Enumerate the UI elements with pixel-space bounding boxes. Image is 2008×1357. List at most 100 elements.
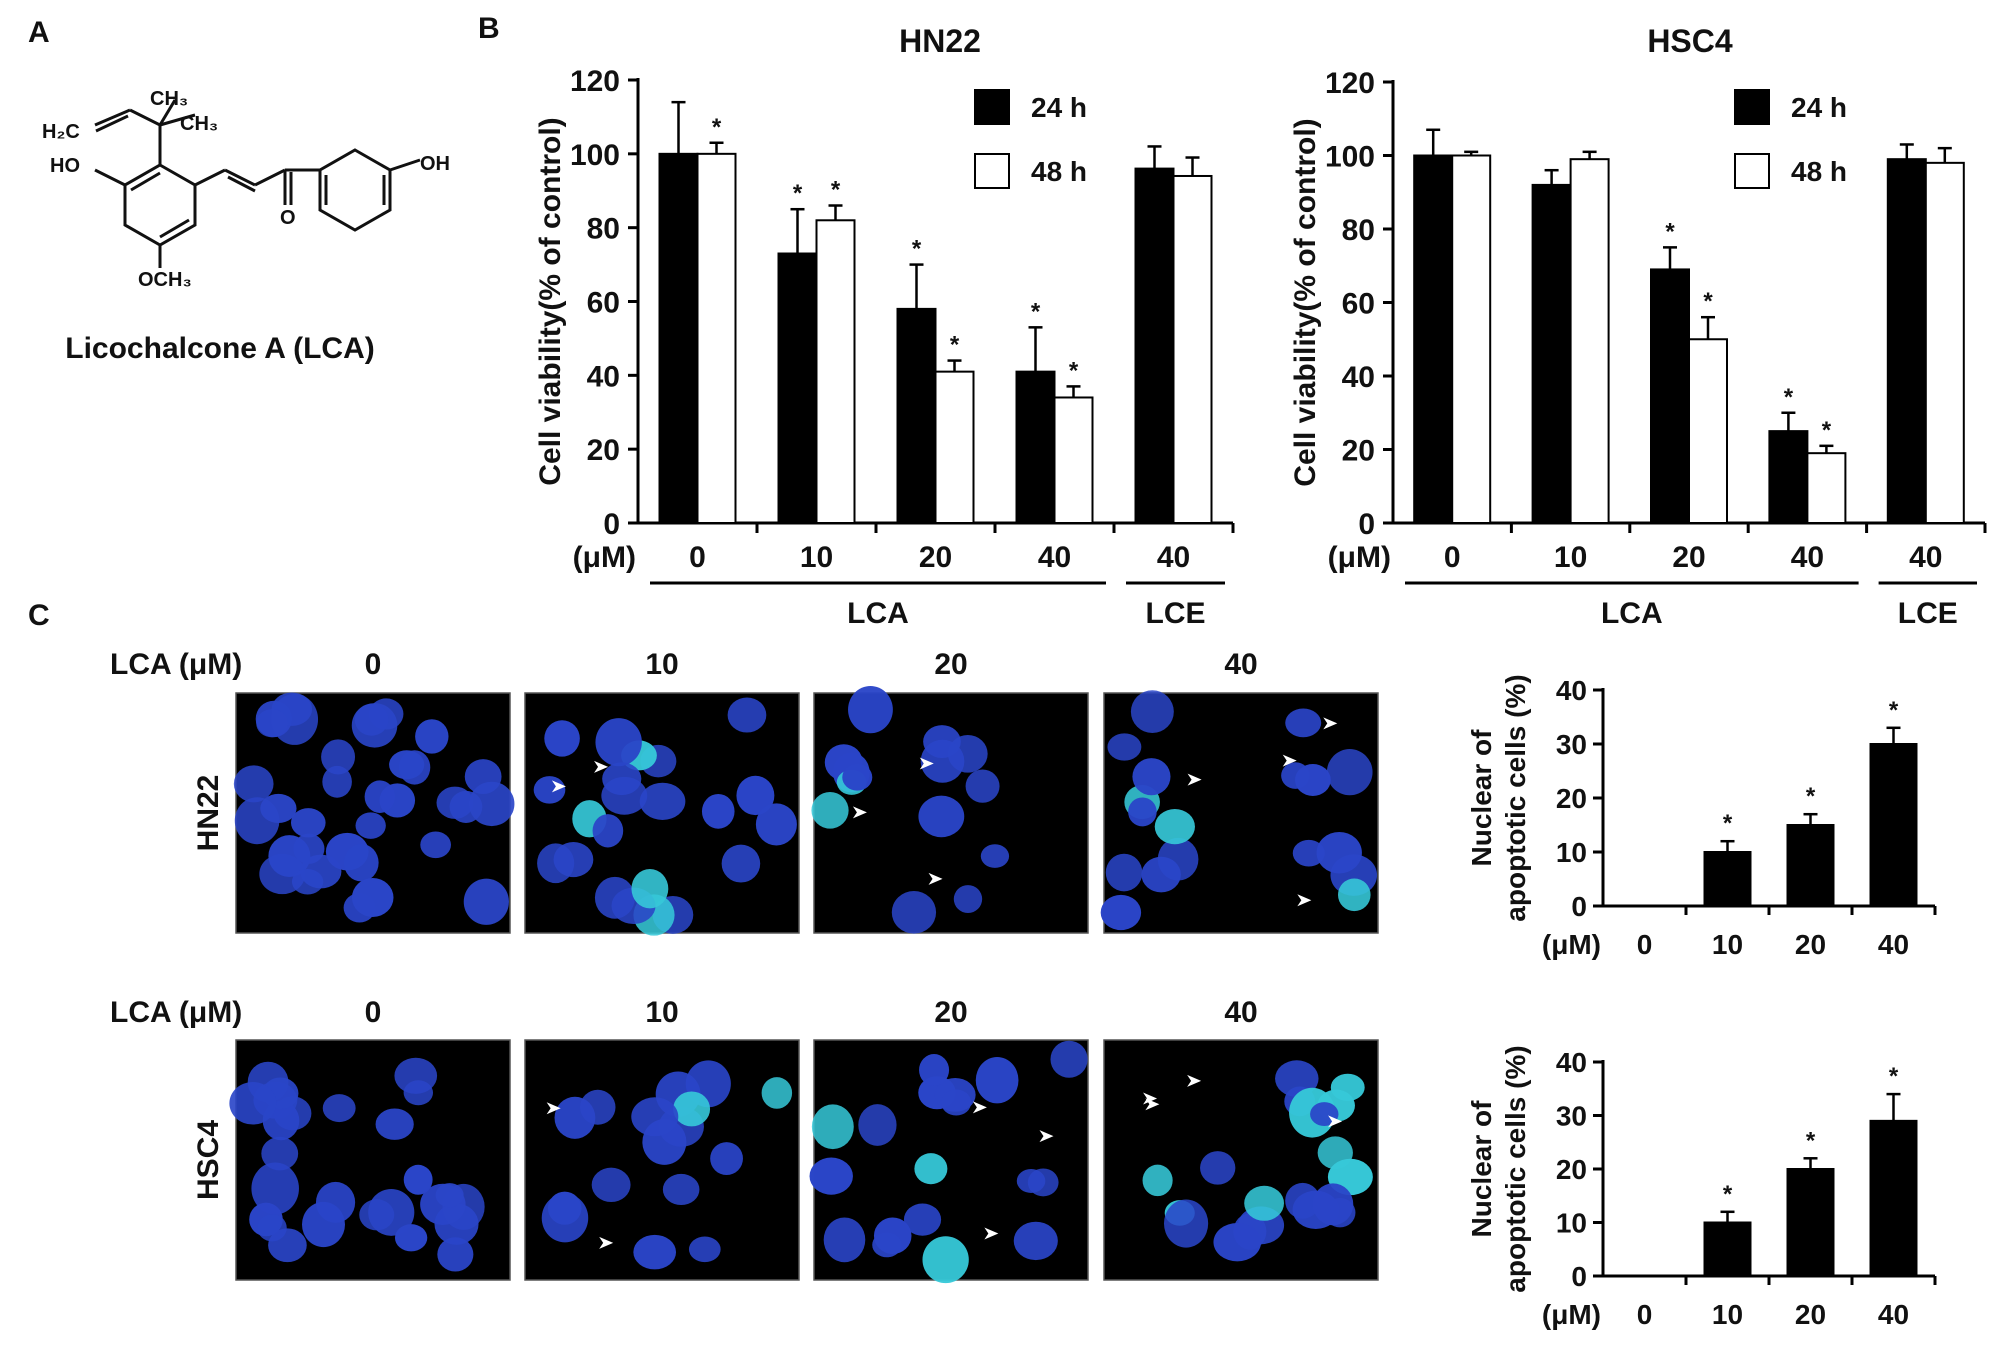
legend-label: 48 h (1791, 156, 1847, 187)
arrow-icon (546, 1102, 561, 1115)
y-tick-label: 0 (1358, 508, 1375, 541)
arrow-icon (1187, 773, 1202, 786)
cell-nucleus (1213, 1222, 1262, 1262)
panel-label-c: C (28, 599, 50, 632)
cell-nucleus (858, 1104, 897, 1146)
significance-mark: * (1889, 697, 1899, 724)
cell-nucleus (592, 814, 624, 848)
significance-mark: * (712, 114, 722, 141)
micrograph-panel: LCA (μM) HN22 0 10 20 40 LCA (μM) HSC4 0 10 20 40 (110, 648, 1379, 1284)
cell-nucleus (260, 793, 297, 823)
bar-24h (896, 307, 937, 524)
cell-nucleus (359, 1199, 395, 1231)
cell-nucleus (463, 878, 509, 925)
significance-mark: * (950, 332, 960, 359)
group-label: LCE (1898, 597, 1958, 630)
significance-mark: * (1784, 384, 1794, 411)
y-tick-label: 20 (1556, 1154, 1587, 1185)
cell-nucleus (351, 878, 394, 918)
micrograph-HSC4-10 (524, 1039, 800, 1281)
bar-48h (1569, 158, 1610, 525)
bar (1869, 743, 1918, 907)
panel-label-a: A (28, 16, 50, 49)
bar-24h (777, 252, 818, 524)
bar-24h (1650, 268, 1690, 524)
y-axis-label: Cell viability(% of control) (534, 117, 567, 485)
y-tick-label: 0 (603, 508, 620, 541)
legend-swatch (974, 89, 1010, 125)
cell-nucleus (1285, 708, 1322, 738)
cell-nucleus (1163, 1199, 1209, 1248)
cell-nucleus (268, 835, 311, 878)
x-tick-label: 10 (1712, 1299, 1743, 1330)
cell-line-label: HSC4 (192, 1120, 225, 1200)
ring-b (318, 148, 392, 232)
significance-mark: * (793, 180, 803, 207)
y-tick-label: 60 (1342, 288, 1375, 321)
cell-nucleus (364, 780, 396, 813)
apoptotic-nucleus (1244, 1185, 1284, 1221)
bar-24h (1015, 370, 1056, 524)
ring-a (123, 163, 197, 247)
cell-nucleus (953, 885, 983, 914)
cell-nucleus (1326, 749, 1373, 796)
cell-nucleus (436, 786, 474, 819)
bar-24h (1134, 167, 1175, 524)
bar (1703, 851, 1752, 907)
significance-mark: * (1806, 783, 1816, 810)
cell-nucleus (291, 869, 324, 895)
concentration-label: 10 (645, 996, 678, 1029)
legend-swatch (1734, 153, 1770, 189)
cell-nucleus (721, 844, 761, 883)
cell-nucleus (842, 763, 873, 791)
significance-mark: * (1723, 1181, 1733, 1208)
bar-48h (1451, 154, 1492, 524)
arrow-icon (551, 780, 566, 793)
significance-mark: * (1665, 218, 1675, 245)
atom-ch3-right: CH₃ (180, 113, 218, 135)
y-tick-label: 80 (1342, 214, 1375, 247)
cell-nucleus (229, 1082, 277, 1125)
legend-label: 48 h (1031, 156, 1087, 187)
chart-title: HSC4 (1647, 23, 1733, 59)
cell-nucleus (541, 1193, 589, 1243)
cell-nucleus (343, 843, 379, 882)
arrow-icon (928, 872, 943, 885)
cell-nucleus (1128, 797, 1157, 827)
apoptotic-nucleus (811, 792, 849, 829)
arrow-icon (599, 1236, 614, 1249)
y-tick-label: 120 (1325, 67, 1375, 100)
group-label: LCE (1146, 597, 1206, 630)
cell-nucleus (727, 697, 767, 733)
y-tick-label: 20 (1556, 783, 1587, 814)
cell-nucleus (233, 765, 274, 803)
significance-mark: * (1889, 1063, 1899, 1090)
cell-nucleus (595, 718, 642, 767)
x-tick-label: 10 (1554, 541, 1587, 574)
micrograph-HN22-10 (524, 692, 800, 936)
y-tick-label: 40 (1556, 1047, 1587, 1078)
compound-name: Licochalcone A (LCA) (65, 332, 374, 365)
cell-nucleus (375, 1108, 414, 1140)
x-unit-label: (μM) (1542, 1299, 1601, 1330)
y-axis-label-line1: Nuclear of (1466, 729, 1497, 867)
arrow-icon (972, 1101, 987, 1114)
apoptotic-nucleus (1142, 1164, 1173, 1197)
apoptotic-nucleus (1154, 809, 1195, 845)
cell-nucleus (1292, 839, 1325, 867)
cell-nucleus (920, 739, 965, 783)
bar-48h (934, 370, 975, 524)
apoptotic-nucleus (811, 1104, 854, 1150)
y-axis-label-line2: apoptotic cells (%) (1500, 674, 1531, 921)
y-tick-label: 60 (587, 287, 620, 320)
group-label: LCA (1601, 597, 1663, 630)
significance-mark: * (1723, 810, 1733, 837)
cell-nucleus (257, 1214, 287, 1242)
bar-24h (1413, 154, 1454, 524)
cell-nucleus (468, 781, 515, 827)
cell-nucleus (1013, 1221, 1058, 1261)
cell-nucleus (256, 709, 288, 738)
